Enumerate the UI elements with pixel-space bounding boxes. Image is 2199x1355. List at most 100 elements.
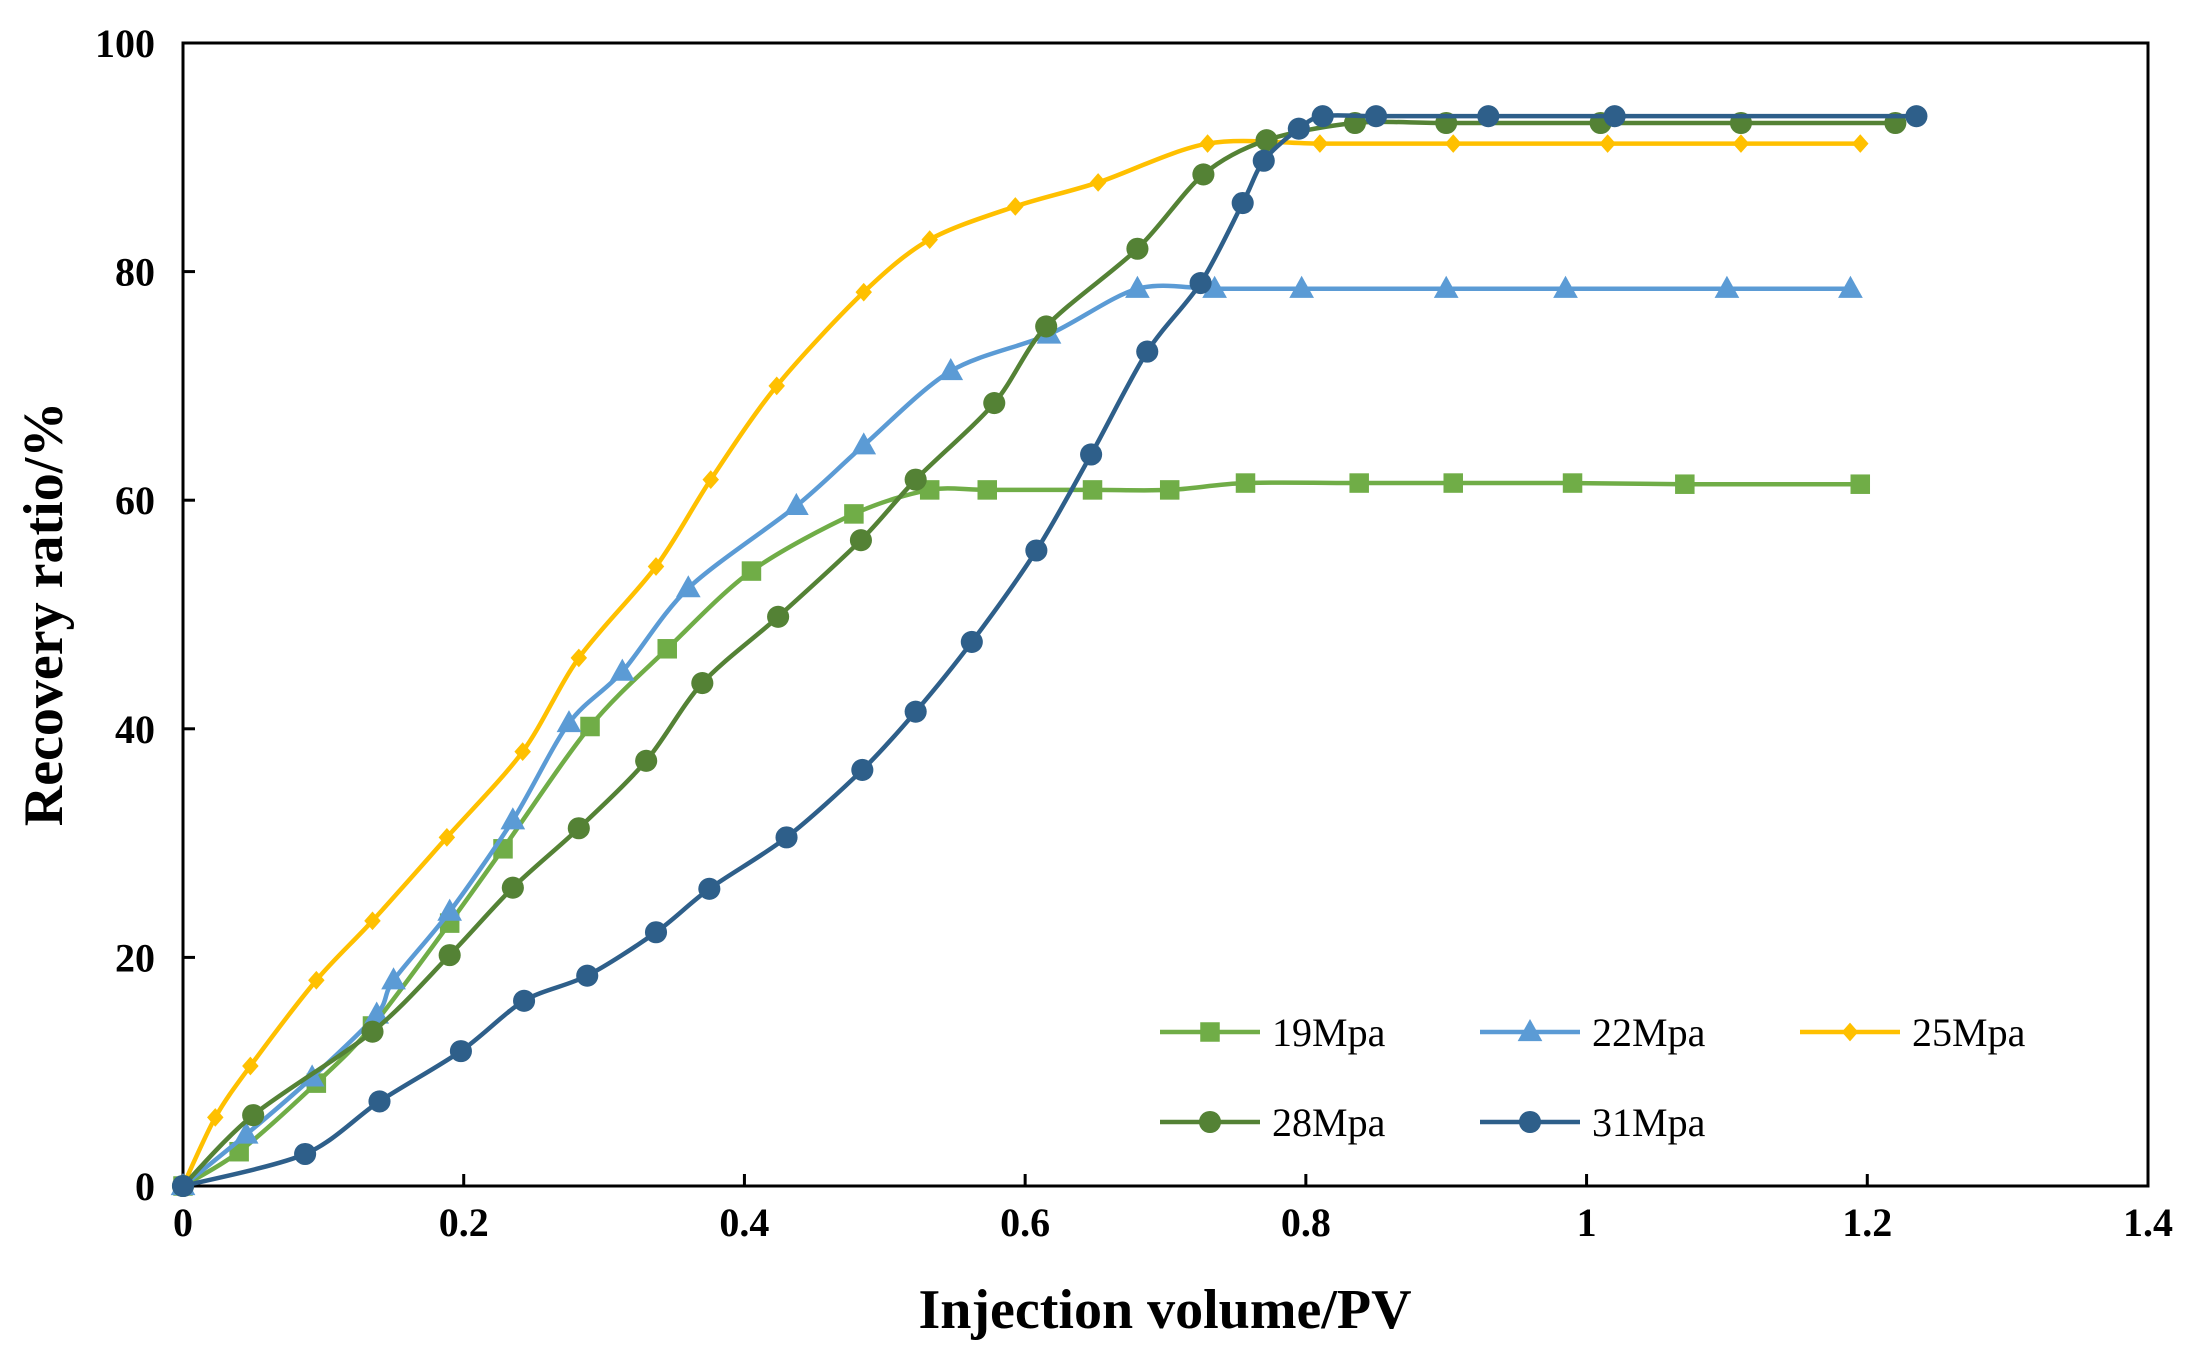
- data-point-22mpa: [851, 432, 877, 455]
- data-point-19mpa: [741, 561, 762, 581]
- data-point-25mpa: [921, 230, 938, 249]
- series-19mpa: [173, 473, 1871, 1196]
- data-point-22mpa: [938, 358, 964, 381]
- data-point-31mpa: [1287, 117, 1310, 140]
- data-point-25mpa: [570, 648, 588, 668]
- data-point-25mpa: [514, 742, 531, 762]
- data-point-31mpa: [1603, 105, 1626, 128]
- data-point-31mpa: [1364, 105, 1388, 128]
- series-31mpa: [171, 105, 1928, 1198]
- legend-item-25mpa: 25Mpa: [1800, 1010, 2026, 1055]
- x-axis: 0 0.2 0.4 0.6 0.8 1 1.2 1.4: [173, 1174, 2173, 1245]
- legend-marker-25mpa: [1841, 1022, 1859, 1042]
- data-point-28mpa: [361, 1020, 384, 1043]
- data-point-25mpa: [308, 970, 325, 990]
- data-point-25mpa: [1852, 134, 1869, 153]
- data-point-31mpa: [960, 630, 983, 653]
- series-line-19mpa: [181, 480, 1861, 1188]
- y-axis-title: Recovery ratio/%: [13, 402, 75, 826]
- series-22mpa: [170, 275, 1863, 1196]
- data-point-19mpa: [1675, 474, 1695, 494]
- data-point-31mpa: [576, 964, 599, 987]
- data-point-25mpa: [242, 1056, 259, 1076]
- data-point-28mpa: [567, 817, 590, 840]
- data-point-25mpa: [1599, 134, 1616, 153]
- data-point-28mpa: [983, 391, 1006, 415]
- data-point-31mpa: [449, 1040, 472, 1063]
- y-tick-label: 80: [115, 250, 155, 295]
- legend-item-31mpa: 31Mpa: [1480, 1100, 1706, 1145]
- data-point-25mpa: [207, 1108, 224, 1127]
- legend-item-22mpa: 22Mpa: [1480, 1010, 1706, 1055]
- x-tick-label: 0.4: [719, 1200, 769, 1245]
- data-point-28mpa: [501, 876, 524, 899]
- data-point-19mpa: [1235, 473, 1256, 493]
- y-tick-label: 100: [95, 21, 155, 66]
- data-point-31mpa: [1231, 191, 1254, 215]
- x-tick-label: 1.2: [1842, 1200, 1892, 1245]
- legend-marker-31mpa: [1518, 1110, 1542, 1134]
- data-point-25mpa: [1199, 134, 1216, 153]
- data-point-19mpa: [1850, 474, 1871, 494]
- data-point-25mpa: [438, 828, 456, 847]
- legend-item-19mpa: 19Mpa: [1160, 1010, 1386, 1055]
- data-point-28mpa: [1255, 129, 1278, 152]
- data-point-31mpa: [775, 826, 798, 849]
- x-tick-label: 0.8: [1281, 1200, 1331, 1245]
- data-point-28mpa: [242, 1104, 265, 1127]
- data-point-22mpa: [675, 575, 701, 598]
- data-point-31mpa: [1025, 539, 1048, 562]
- x-tick-label: 1: [1577, 1200, 1597, 1245]
- data-point-22mpa: [556, 710, 582, 733]
- data-point-31mpa: [1080, 443, 1103, 466]
- data-point-31mpa: [171, 1174, 195, 1198]
- data-point-25mpa: [647, 557, 665, 576]
- plot-area-border: [181, 41, 2150, 1188]
- data-point-19mpa: [1562, 473, 1583, 493]
- data-point-19mpa: [844, 504, 864, 524]
- data-point-31mpa: [1252, 149, 1275, 172]
- data-point-31mpa: [294, 1142, 317, 1166]
- data-point-22mpa: [1125, 275, 1150, 298]
- series-25mpa: [174, 134, 1869, 1196]
- y-tick-label: 20: [115, 935, 155, 980]
- data-point-28mpa: [849, 529, 872, 552]
- data-point-31mpa: [904, 700, 927, 723]
- x-tick-label: 0.2: [439, 1200, 489, 1245]
- data-point-31mpa: [368, 1090, 391, 1113]
- data-point-31mpa: [1136, 340, 1159, 363]
- data-point-31mpa: [1477, 105, 1500, 128]
- data-point-22mpa: [1289, 275, 1314, 298]
- legend-marker-19mpa: [1200, 1022, 1220, 1042]
- data-point-31mpa: [1311, 105, 1334, 128]
- data-point-25mpa: [855, 282, 872, 302]
- data-point-28mpa: [767, 605, 790, 628]
- data-point-28mpa: [438, 944, 461, 967]
- legend-label-22mpa: 22Mpa: [1592, 1010, 1706, 1055]
- y-tick-label: 0: [135, 1164, 155, 1209]
- legend-label-25mpa: 25Mpa: [1912, 1010, 2026, 1055]
- x-tick-label: 0: [173, 1200, 193, 1245]
- data-point-22mpa: [1838, 275, 1863, 298]
- y-axis: 0 20 40 60 80 100: [95, 21, 195, 1209]
- data-point-19mpa: [977, 480, 997, 500]
- legend-label-28mpa: 28Mpa: [1272, 1100, 1386, 1145]
- data-point-22mpa: [1714, 275, 1740, 298]
- data-point-22mpa: [437, 898, 463, 921]
- legend-marker-28mpa: [1198, 1110, 1222, 1134]
- data-point-19mpa: [1443, 473, 1463, 493]
- legend-label-19mpa: 19Mpa: [1272, 1010, 1386, 1055]
- y-tick-label: 40: [115, 707, 155, 752]
- data-point-19mpa: [1159, 480, 1180, 500]
- data-point-22mpa: [1202, 275, 1227, 298]
- data-point-25mpa: [1089, 173, 1107, 192]
- legend: 19Mpa 22Mpa 25Mpa 28Mpa 31Mpa: [1160, 1010, 2026, 1145]
- data-point-28mpa: [691, 672, 714, 695]
- data-point-28mpa: [1035, 315, 1058, 338]
- series-layer: [170, 105, 1928, 1198]
- data-point-22mpa: [364, 1001, 390, 1024]
- data-point-28mpa: [1192, 163, 1215, 186]
- data-point-22mpa: [1433, 275, 1459, 298]
- data-point-28mpa: [904, 468, 927, 491]
